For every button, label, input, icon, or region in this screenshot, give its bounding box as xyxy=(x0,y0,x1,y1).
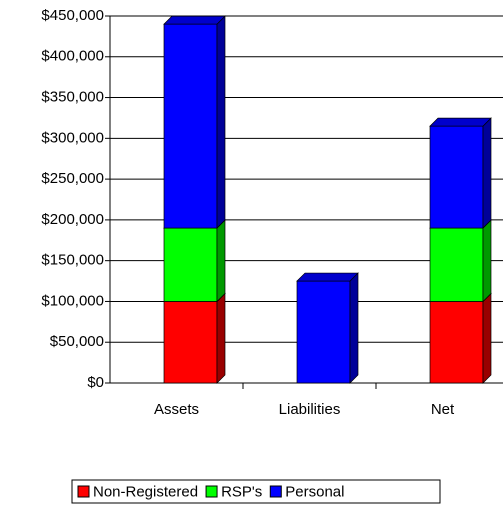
bar xyxy=(296,280,351,384)
y-tick-label: $450,000 xyxy=(41,7,104,24)
bar-side xyxy=(216,15,226,229)
bar-side xyxy=(482,292,492,384)
bar xyxy=(429,227,484,302)
legend-swatch xyxy=(77,485,90,498)
y-tick-label: $250,000 xyxy=(41,170,104,187)
bar xyxy=(163,227,218,302)
y-tick-label: $300,000 xyxy=(41,129,104,146)
legend-box xyxy=(71,479,441,504)
x-tick-label: Assets xyxy=(154,401,199,418)
bar xyxy=(163,23,218,229)
legend-swatch xyxy=(269,485,282,498)
legend-label: Non-Registered xyxy=(93,483,198,500)
bar-side xyxy=(216,292,226,384)
y-tick-label: $150,000 xyxy=(41,252,104,269)
legend-swatch xyxy=(205,485,218,498)
y-tick-label: $200,000 xyxy=(41,211,104,228)
y-tick-label: $50,000 xyxy=(50,333,104,350)
legend-label: RSP's xyxy=(221,483,262,500)
bar-side xyxy=(216,219,226,303)
y-tick-label: $400,000 xyxy=(41,48,104,65)
legend-label: Personal xyxy=(285,483,344,500)
bar-top xyxy=(163,15,226,25)
x-tick-label: Net xyxy=(431,401,455,418)
bar-side xyxy=(482,219,492,303)
x-tick-label: Liabilities xyxy=(279,401,341,418)
bar xyxy=(429,125,484,229)
bar-side xyxy=(482,117,492,229)
bar xyxy=(163,301,218,384)
y-tick-label: $100,000 xyxy=(41,292,104,309)
bar-side xyxy=(349,272,359,384)
bar-top xyxy=(296,272,359,282)
y-tick-label: $0 xyxy=(87,374,104,391)
y-tick-label: $350,000 xyxy=(41,89,104,106)
bar-top xyxy=(429,117,492,127)
bar xyxy=(429,301,484,384)
